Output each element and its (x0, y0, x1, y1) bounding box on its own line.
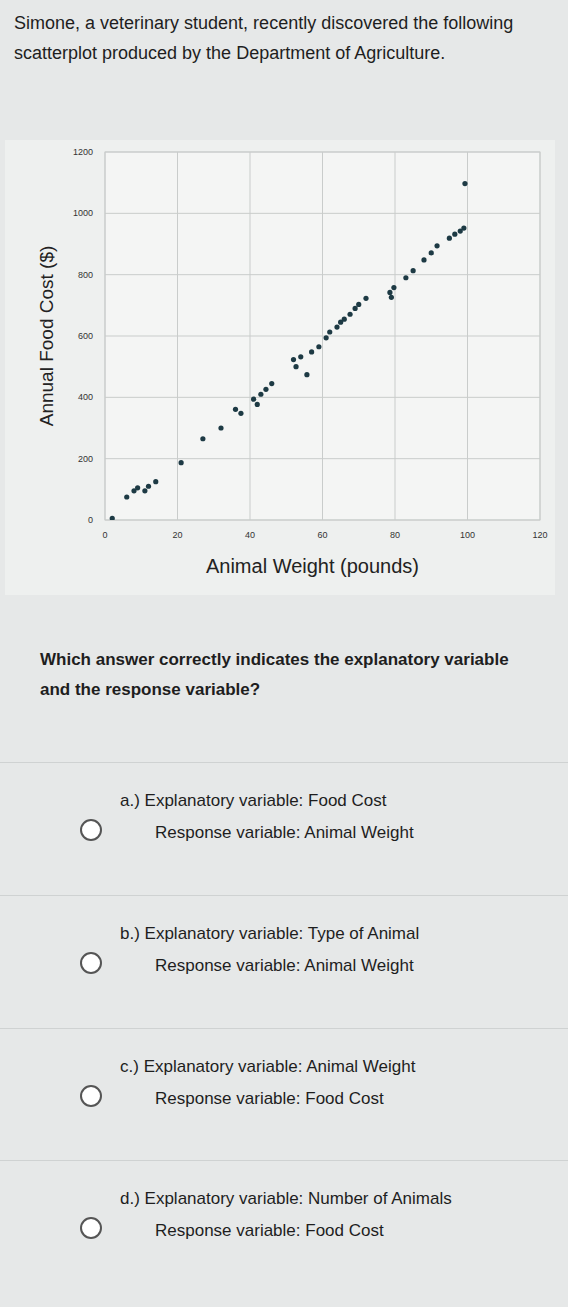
grid-line (105, 520, 540, 521)
option[interactable]: b.) Explanatory variable: Type of Animal… (0, 895, 568, 1028)
point (124, 494, 129, 499)
point (403, 275, 408, 280)
grid-line (105, 336, 540, 337)
point (452, 232, 457, 237)
point (353, 306, 358, 311)
grid-line (105, 213, 540, 214)
grid-line (105, 458, 540, 459)
tick-label: 0 (102, 530, 107, 540)
option-letter: a.) (120, 791, 140, 810)
option-response: Response variable: Food Cost (155, 1221, 384, 1241)
option-explanatory: Explanatory variable: Animal Weight (144, 1057, 416, 1076)
chart: 020406080100120020040060080010001200Annu… (5, 140, 555, 595)
chart-bg (5, 140, 555, 595)
tick-label: 40 (245, 530, 255, 540)
option-line: c.) Explanatory variable: Animal Weight (120, 1057, 415, 1077)
point (291, 357, 296, 362)
tick-label: 200 (78, 454, 93, 464)
option-letter: c.) (120, 1057, 139, 1076)
point (269, 381, 274, 386)
tick-label: 60 (317, 530, 327, 540)
point (146, 484, 151, 489)
point (342, 317, 347, 322)
tick-label: 800 (78, 270, 93, 280)
point (462, 181, 467, 186)
point (309, 349, 314, 354)
point (447, 236, 452, 241)
point (293, 364, 298, 369)
tick-label: 600 (78, 331, 93, 341)
tick-label: 1200 (73, 147, 93, 157)
plot-frame (105, 152, 540, 520)
point (200, 436, 205, 441)
option[interactable]: c.) Explanatory variable: Animal Weight R… (0, 1028, 568, 1161)
point (391, 285, 396, 290)
point (298, 354, 303, 359)
tick-label: 20 (172, 530, 182, 540)
grid-line (105, 397, 540, 398)
point (233, 407, 238, 412)
point (179, 460, 184, 465)
grid-line (105, 274, 540, 275)
grid-line (105, 152, 540, 153)
tick-label: 100 (460, 530, 475, 540)
tick-label: 400 (78, 392, 93, 402)
point (387, 290, 392, 295)
y-axis-label: Annual Food Cost ($) (36, 246, 57, 427)
option-response: Response variable: Animal Weight (155, 823, 414, 843)
option-response: Response variable: Animal Weight (155, 956, 414, 976)
option-response: Response variable: Food Cost (155, 1089, 384, 1109)
option-letter: d.) (120, 1189, 140, 1208)
points (110, 181, 468, 520)
point (347, 312, 352, 317)
point (389, 295, 394, 300)
point (142, 488, 147, 493)
point (258, 392, 263, 397)
option[interactable]: d.) Explanatory variable: Number of Anim… (0, 1160, 568, 1293)
point (135, 485, 140, 490)
x-axis-label: Animal Weight (pounds) (206, 555, 419, 577)
option-explanatory: Explanatory variable: Number of Animals (145, 1189, 452, 1208)
intro: Simone, a veterinary student, recently d… (14, 8, 554, 68)
point (356, 302, 361, 307)
point (263, 387, 268, 392)
tick-label: 80 (390, 530, 400, 540)
point (238, 411, 243, 416)
option-explanatory: Explanatory variable: Food Cost (145, 791, 387, 810)
point (110, 516, 115, 520)
point (304, 372, 309, 377)
option-line: d.) Explanatory variable: Number of Anim… (120, 1189, 452, 1209)
tick-label: 120 (532, 530, 547, 540)
point (334, 325, 339, 330)
point (434, 243, 439, 248)
radio[interactable] (80, 1085, 102, 1107)
point (421, 257, 426, 262)
radio[interactable] (80, 819, 102, 841)
question: Which answer correctly indicates the exp… (40, 645, 540, 705)
radio[interactable] (80, 952, 102, 974)
tick-label: 1000 (73, 208, 93, 218)
point (461, 225, 466, 230)
point (327, 329, 332, 334)
point (255, 402, 260, 407)
point (218, 425, 223, 430)
point (316, 344, 321, 349)
option-letter: b.) (120, 924, 140, 943)
option-line: b.) Explanatory variable: Type of Animal (120, 924, 419, 944)
point (429, 250, 434, 255)
radio[interactable] (80, 1217, 102, 1239)
point (324, 335, 329, 340)
tick-label: 0 (88, 515, 93, 525)
option-explanatory: Explanatory variable: Type of Animal (145, 924, 420, 943)
point (363, 296, 368, 301)
option-line: a.) Explanatory variable: Food Cost (120, 791, 386, 811)
point (411, 268, 416, 273)
point (251, 397, 256, 402)
option[interactable]: a.) Explanatory variable: Food Cost Respo… (0, 762, 568, 895)
point (153, 479, 158, 484)
